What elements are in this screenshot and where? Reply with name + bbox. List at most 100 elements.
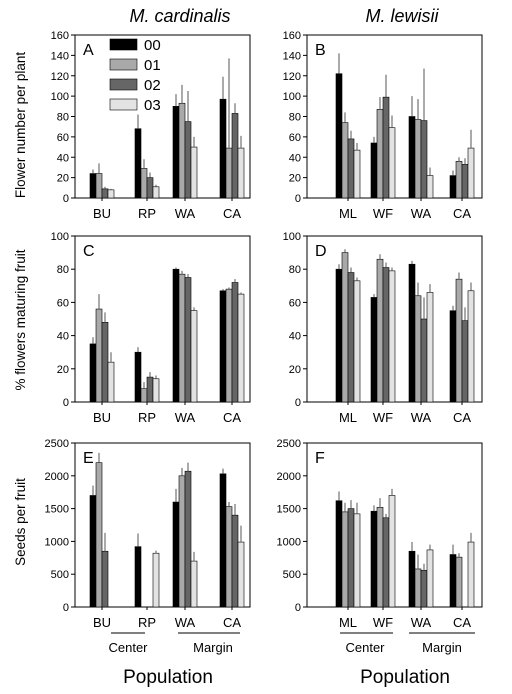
x-tick-label: CA (223, 206, 241, 221)
y-tick-label: 40 (289, 152, 301, 164)
bar-B-WF-00 (370, 142, 378, 199)
bar-F-WF-00 (370, 510, 378, 608)
bar-E-WA-02 (184, 470, 192, 608)
y-tick-label: 80 (289, 264, 301, 276)
x-tick-label: BU (93, 410, 111, 425)
bar-D-WA-01 (414, 295, 422, 403)
panel-B: 0 20 40 60 80 100 120 140 160 ML WF WA CA B (283, 30, 483, 221)
bar-D-ML-03 (353, 280, 361, 403)
bar-F-WA-02 (420, 569, 428, 608)
x-tick-label: CA (453, 615, 471, 630)
group-label-left-center: Center (108, 640, 148, 655)
y-tick-label: 500 (283, 569, 301, 581)
bar-E-WA-00 (172, 501, 180, 608)
bar-D-ML-00 (335, 268, 343, 403)
bar-F-CA-01 (455, 556, 463, 608)
bar-B-WA-01 (414, 119, 422, 199)
group-label-left-margin: Margin (193, 640, 233, 655)
y-tick-label: 1500 (277, 504, 301, 516)
x-tick-label: ML (339, 410, 357, 425)
panel-label: C (83, 243, 95, 260)
bar-C-CA-02 (231, 282, 239, 403)
y-tick-label: 1500 (45, 504, 69, 516)
bar-A-RP-03 (152, 186, 160, 199)
legend-swatch-03 (109, 98, 138, 111)
bar-E-BU-01 (95, 462, 103, 608)
x-tick-label: WF (373, 615, 393, 630)
y-tick-label: 20 (289, 173, 301, 185)
bar-D-WA-00 (408, 263, 416, 403)
bar-B-ML-02 (347, 138, 355, 199)
y-tick-label: 100 (283, 231, 301, 243)
bar-F-ML-03 (353, 513, 361, 608)
bar-C-RP-03 (152, 378, 160, 403)
bar-C-BU-02 (101, 322, 109, 403)
bar-D-CA-00 (449, 310, 457, 403)
y-tick-label: 160 (51, 30, 69, 42)
x-tick-label: CA (453, 206, 471, 221)
bar-D-ML-01 (341, 252, 349, 403)
bar-B-CA-02 (461, 164, 469, 199)
x-tick-label: RP (138, 615, 156, 630)
legend: 00 01 02 03 (109, 37, 161, 114)
x-tick-label: BU (93, 206, 111, 221)
y-tick-label: 500 (51, 569, 69, 581)
xlabel-left: Population (123, 667, 213, 688)
bar-A-CA-01 (225, 147, 233, 199)
x-tick-label: RP (138, 206, 156, 221)
bar-C-BU-03 (107, 361, 115, 403)
y-tick-label: 1000 (45, 536, 69, 548)
bar-F-ML-00 (335, 500, 343, 608)
bar-B-CA-01 (455, 161, 463, 199)
bar-A-WA-00 (172, 106, 180, 199)
bar-C-CA-01 (225, 288, 233, 403)
x-tick-label: ML (339, 206, 357, 221)
bar-C-RP-02 (146, 376, 154, 403)
bar-C-WA-02 (184, 277, 192, 403)
y-tick-label: 100 (283, 91, 301, 103)
bar-A-BU-01 (95, 173, 103, 199)
bar-C-WA-01 (178, 273, 186, 403)
bar-B-CA-00 (449, 175, 457, 199)
bar-D-WA-03 (426, 292, 434, 403)
x-tick-label: WA (411, 410, 432, 425)
bar-B-CA-03 (467, 147, 475, 199)
bar-B-WA-02 (420, 120, 428, 199)
bar-D-WF-02 (382, 267, 390, 403)
x-tick-label: WA (175, 206, 196, 221)
group-label-right-center: Center (345, 640, 385, 655)
bar-C-BU-00 (89, 343, 97, 403)
y-tick-label: 2000 (45, 471, 69, 483)
x-tick-label: BU (93, 615, 111, 630)
legend-label-01: 01 (144, 57, 161, 74)
y-tick-label: 1000 (277, 536, 301, 548)
bar-F-WA-03 (426, 549, 434, 608)
panel-label: F (315, 450, 325, 467)
bar-A-RP-02 (146, 177, 154, 199)
bar-F-ML-02 (347, 508, 355, 608)
y-tick-label: 0 (295, 193, 301, 205)
bar-A-CA-03 (237, 147, 245, 199)
legend-label-02: 02 (144, 77, 161, 94)
y-tick-label: 2500 (45, 438, 69, 450)
bar-E-WA-03 (190, 560, 198, 608)
x-tick-label: RP (138, 410, 156, 425)
y-tick-label: 40 (57, 152, 69, 164)
x-tick-label: WA (175, 615, 196, 630)
legend-swatch-01 (109, 58, 138, 71)
panel-F: 0 500 1000 1500 2000 2500 ML WF WA CA F (277, 438, 483, 630)
bar-E-RP-03 (152, 552, 160, 608)
y-tick-label: 160 (283, 30, 301, 42)
y-tick-label: 60 (289, 297, 301, 309)
panel-frame (74, 442, 251, 608)
bar-D-WF-03 (388, 270, 396, 403)
bar-A-BU-02 (101, 188, 109, 199)
legend-swatch-02 (109, 78, 138, 91)
y-tick-label: 140 (283, 50, 301, 62)
y-tick-label: 40 (289, 331, 301, 343)
y-tick-label: 20 (289, 364, 301, 376)
bar-F-CA-03 (467, 541, 475, 608)
bar-D-ML-02 (347, 272, 355, 403)
x-tick-label: CA (223, 615, 241, 630)
